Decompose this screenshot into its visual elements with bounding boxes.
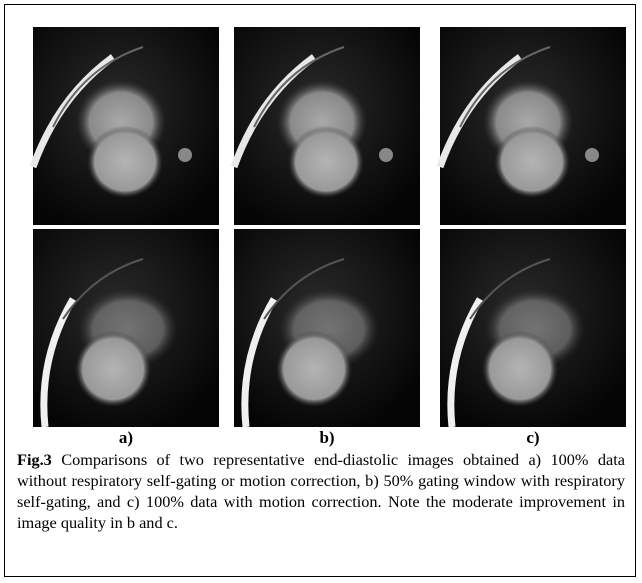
caption-label: Fig.3 — [17, 450, 52, 469]
mri-image — [234, 27, 420, 225]
page: a) b) c) Fig.3 Comparisons of two repres… — [0, 0, 642, 583]
mri-image — [234, 229, 420, 427]
mri-image — [33, 229, 219, 427]
panel-label: b) — [234, 428, 420, 448]
ventricle — [75, 331, 151, 407]
mri-image — [440, 229, 626, 427]
vessel — [585, 148, 599, 162]
ventricle — [288, 126, 364, 198]
ventricle — [494, 126, 570, 198]
panel-label: c) — [440, 428, 626, 448]
caption-text: Comparisons of two representative end-di… — [17, 450, 625, 532]
ventricle — [276, 331, 352, 407]
mri-image — [33, 27, 219, 225]
image-panels — [0, 0, 642, 430]
caption: Fig.3 Comparisons of two representative … — [17, 449, 625, 533]
panel-label: a) — [33, 428, 219, 448]
vessel — [178, 148, 192, 162]
ventricle — [87, 126, 163, 198]
mri-image — [440, 27, 626, 225]
vessel — [379, 148, 393, 162]
ventricle — [482, 331, 558, 407]
